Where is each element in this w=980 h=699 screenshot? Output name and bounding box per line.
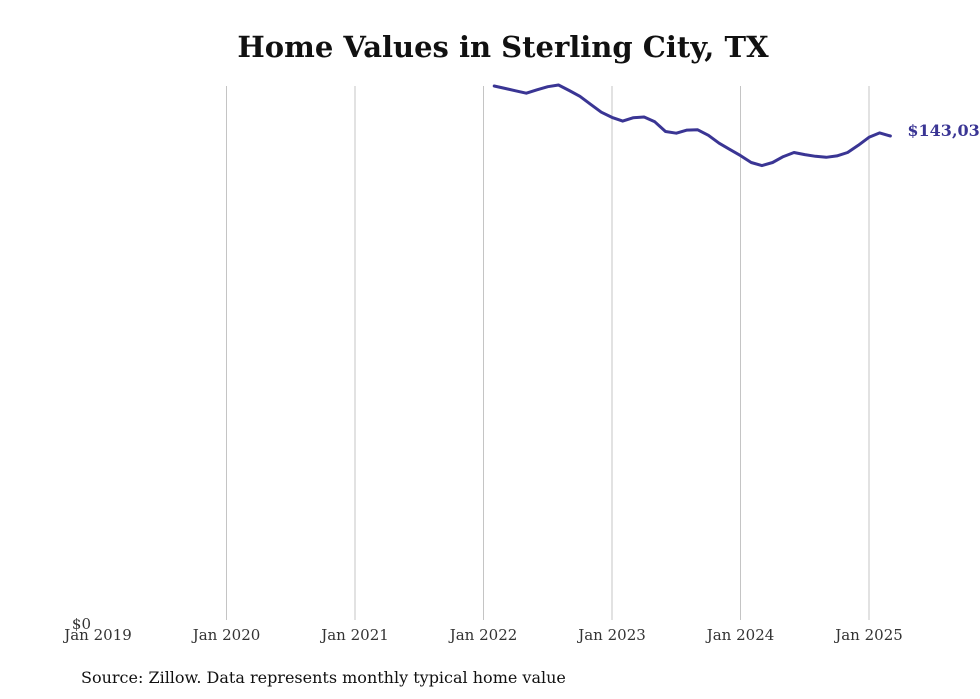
x-tick-label: Jan 2022	[448, 626, 518, 644]
x-tick-label: Jan 2025	[833, 626, 903, 644]
series-line-0	[492, 83, 892, 168]
x-tick-label: Jan 2024	[705, 626, 775, 644]
x-tick-label: Jan 2021	[319, 626, 389, 644]
source-note: Source: Zillow. Data represents monthly …	[81, 668, 566, 687]
x-tick-label: Jan 2019	[62, 626, 132, 644]
y-tick-label: $0	[72, 615, 91, 633]
end-value-label: $143,034	[907, 121, 980, 140]
x-tick-label: Jan 2023	[576, 626, 646, 644]
chart-title: Home Values in Sterling City, TX	[237, 30, 769, 64]
x-tick-label: Jan 2020	[191, 626, 261, 644]
